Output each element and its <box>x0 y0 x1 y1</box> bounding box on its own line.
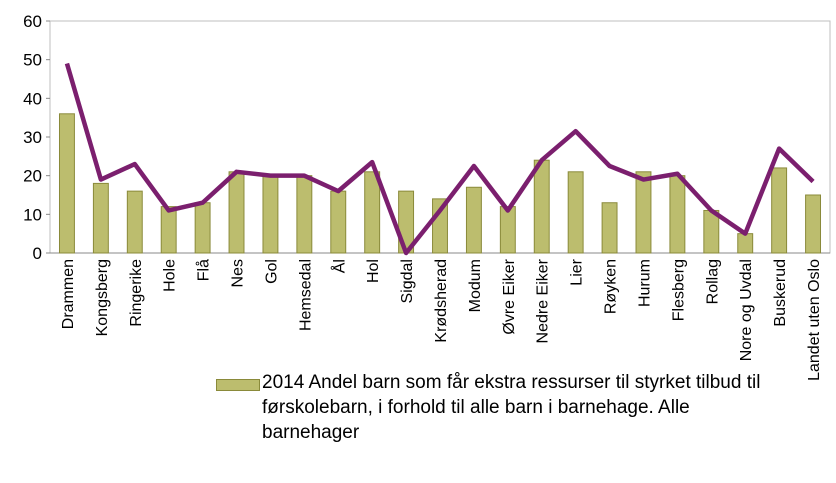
y-tick-label: 50 <box>23 51 42 70</box>
y-tick-label: 20 <box>23 167 42 186</box>
y-tick-label: 30 <box>23 128 42 147</box>
bar <box>330 190 347 254</box>
y-tick-label: 0 <box>33 244 42 263</box>
x-tick-label: Buskerud <box>772 259 789 327</box>
bar <box>194 202 211 254</box>
x-tick-label: Sigdal <box>399 259 416 303</box>
x-tick-label: Øvre Eiker <box>501 258 518 334</box>
bar <box>58 113 75 254</box>
bar <box>533 159 550 254</box>
bar <box>126 190 143 254</box>
legend-label: 2014 Andel barn som får ekstra ressurser… <box>262 372 761 443</box>
x-tick-label: Rollag <box>704 259 721 304</box>
x-tick-label: Hole <box>162 259 179 292</box>
x-tick-label: Lier <box>569 258 586 285</box>
bar <box>160 206 177 254</box>
x-tick-label: Nore og Uvdal <box>738 259 755 361</box>
x-tick-label: Hurum <box>636 259 653 307</box>
x-tick-label: Gol <box>263 259 280 284</box>
y-tick-label: 40 <box>23 89 42 108</box>
x-tick-label: Hol <box>365 259 382 283</box>
x-tick-label: Nes <box>230 259 247 287</box>
x-tick-label: Kongsberg <box>94 259 111 336</box>
bar <box>737 233 754 254</box>
bar <box>465 186 482 254</box>
x-tick-label: Røyken <box>603 259 620 314</box>
bar <box>703 209 720 254</box>
bar <box>92 182 109 254</box>
x-tick-label: Landet uten Oslo <box>806 259 823 381</box>
x-tick-label: Nedre Eiker <box>535 258 552 343</box>
x-tick-label: Ringerike <box>128 259 145 327</box>
x-tick-label: Flesberg <box>670 259 687 321</box>
y-tick-label: 60 <box>23 12 42 31</box>
bar <box>567 171 584 254</box>
x-tick-label: Krødsherad <box>433 259 450 343</box>
bar <box>364 171 381 254</box>
bar <box>228 171 245 254</box>
bar <box>262 175 279 254</box>
bar <box>296 175 313 254</box>
legend: 2014 Andel barn som får ekstra ressurser… <box>216 370 816 480</box>
bar <box>601 202 618 254</box>
y-tick-label: 10 <box>23 205 42 224</box>
line <box>64 62 815 256</box>
x-tick-label: Modum <box>467 259 484 312</box>
bar <box>771 167 788 254</box>
x-tick-label: Drammen <box>60 259 77 329</box>
legend-swatch <box>216 379 260 391</box>
bar <box>499 206 516 254</box>
x-tick-label: Flå <box>195 259 213 281</box>
x-tick-label: Hemsedal <box>297 259 314 331</box>
x-tick-label: Ål <box>329 259 348 273</box>
bar <box>635 171 652 254</box>
bar <box>805 194 822 254</box>
bar <box>669 175 686 254</box>
